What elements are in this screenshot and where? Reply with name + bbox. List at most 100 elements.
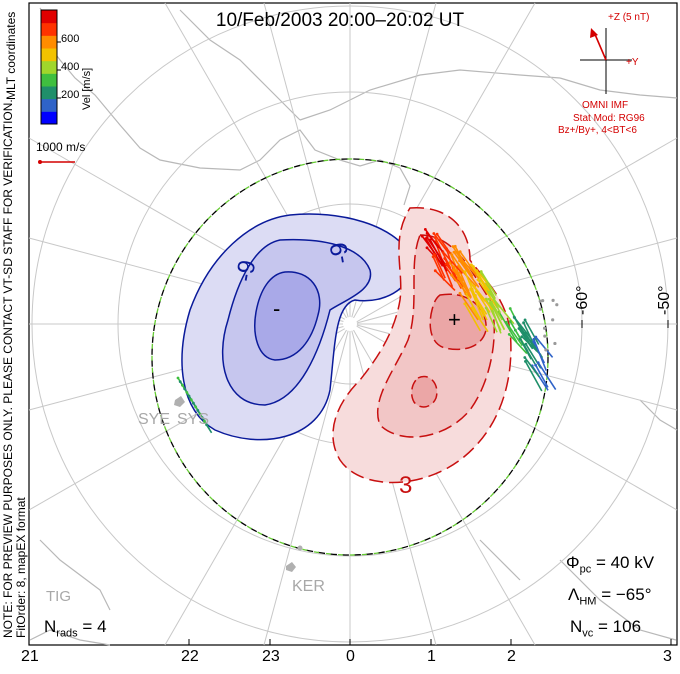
vector-origin-dot (536, 361, 540, 365)
velocity-vector (480, 271, 497, 296)
velocity-vector (474, 295, 488, 321)
vector-origin-dot (425, 231, 429, 235)
vector-origin-dot (198, 412, 202, 416)
vector-origin-dot (450, 273, 453, 277)
mlt-axis-ticks (28, 639, 672, 645)
latitude-ticks (581, 320, 669, 328)
vector-origin-dot (432, 232, 436, 235)
gs-scatter-dot (551, 318, 555, 322)
legend-tick-400: 400 (61, 61, 80, 73)
gs-scatter-dot (538, 299, 542, 303)
mlt-label-1: 1 (427, 648, 436, 665)
imf-y-label: +Y (626, 57, 639, 68)
vector-origin-dot (472, 284, 476, 288)
vector-origin-dot (487, 297, 491, 301)
velocity-vector (432, 256, 445, 281)
vector-origin-dot (200, 416, 204, 419)
velocity-vector (429, 239, 448, 272)
vector-origin-dot (532, 337, 536, 341)
legend-color-segment (41, 86, 57, 100)
velocity-vector (534, 364, 549, 388)
vector-origin-dot (433, 269, 437, 273)
vector-origin-dot (484, 306, 488, 310)
legend-color-segment (41, 10, 57, 24)
coordinate-system-label: MLT coordinates (4, 11, 18, 100)
vector-origin-dot (435, 232, 439, 236)
vector-origin-dot (520, 335, 524, 339)
vector-origin-dot (425, 246, 429, 250)
vector-origin-dot (433, 253, 436, 257)
potential-maximum-marker: + (448, 307, 461, 332)
vector-origin-dot (448, 261, 452, 264)
velocity-vector (456, 251, 474, 277)
vector-origin-dot (423, 227, 427, 231)
gs-scatter-dot (541, 299, 545, 303)
mlt-label-2: 2 (507, 648, 516, 665)
potential-minimum-marker: - (273, 296, 281, 321)
vector-origin-dot (507, 332, 511, 336)
vector-origin-dot (490, 300, 493, 304)
vector-origin-dot (453, 244, 457, 248)
velocity-vector (426, 232, 444, 252)
vector-origin-dot (463, 270, 467, 274)
vector-origin-dot (458, 259, 461, 263)
gs-scatter-dot (543, 334, 547, 338)
fitorder-note: FitOrder: 8, mapEX format (14, 497, 28, 638)
velocity-vector (524, 360, 543, 392)
velocity-vector (485, 307, 498, 333)
velocity-vectors (176, 227, 559, 434)
vector-origin-dot (523, 356, 527, 359)
lambda-value: = −65° (601, 585, 652, 604)
phi-subscript: pc (579, 563, 592, 576)
vector-origin-dot (420, 234, 424, 238)
vector-origin-dot (189, 398, 193, 401)
legend-color-segment (41, 48, 57, 62)
vector-origin-dot (479, 270, 483, 273)
vector-origin-dot (518, 337, 522, 341)
nvc-symbol: N (570, 617, 583, 636)
vector-origin-dot (512, 315, 516, 319)
velocity-vector (450, 274, 472, 299)
vector-origin-dot (522, 321, 525, 325)
vector-origin-dot (205, 423, 209, 427)
contour-label-neg-outer: -9 (231, 258, 262, 284)
vector-origin-dot (452, 265, 456, 269)
vector-origin-dot (508, 307, 512, 310)
vector-origin-dot (450, 253, 454, 257)
vector-origin-dot (444, 262, 448, 266)
velocity-vector (490, 301, 504, 321)
station-label-ker: KER (292, 578, 325, 595)
legend-color-segment (41, 111, 57, 125)
velocity-vector (469, 288, 485, 321)
velocity-vector (436, 233, 452, 255)
legend-color-segment (41, 73, 57, 87)
vector-origin-dot (523, 318, 527, 322)
velocity-color-legend (41, 10, 57, 125)
gs-scatter-dot (555, 303, 559, 307)
nrads-symbol: N (44, 617, 57, 636)
velocity-vector (508, 333, 528, 355)
vector-origin-dot (458, 291, 462, 295)
latitude-label-50: -50° (656, 285, 673, 315)
vector-origin-dot (491, 305, 495, 309)
vector-origin-dot (194, 405, 198, 409)
velocity-vector (425, 238, 442, 265)
imf-source-label: OMNI IMF (582, 100, 629, 111)
vector-origin-dot (203, 419, 206, 423)
station-markers (174, 396, 303, 572)
vector-origin-dot (181, 383, 184, 387)
station-marker-ker-dot (297, 545, 303, 551)
gs-scatter-dot (553, 341, 557, 346)
nrads-subscript: rads (56, 627, 78, 640)
latitude-label-60: -60° (574, 285, 591, 315)
vector-origin-dot (455, 250, 459, 254)
vector-origin-dot (463, 302, 467, 306)
vector-origin-dot (176, 376, 180, 380)
mlt-label-22: 22 (181, 648, 199, 665)
velocity-vector (492, 306, 505, 330)
scale-vector-label: 1000 m/s (36, 140, 86, 154)
velocity-vector (465, 293, 482, 320)
velocity-vector (477, 279, 498, 309)
velocity-vector (464, 271, 478, 300)
